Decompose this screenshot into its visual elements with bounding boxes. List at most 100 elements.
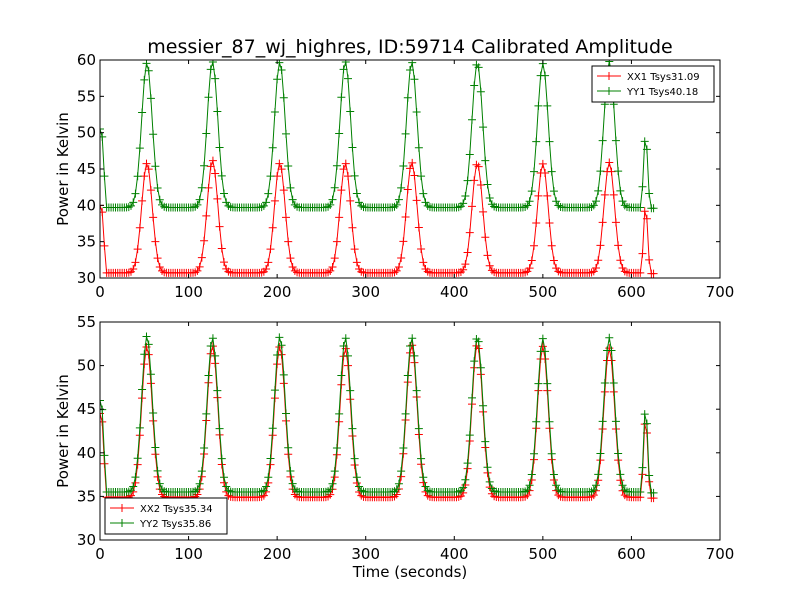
data-point [100,132,107,141]
data-point [129,482,138,491]
data-point [266,454,275,463]
data-point [337,93,346,102]
x-tick-label: 400 [440,545,469,563]
data-point [149,130,158,139]
data-point [474,162,483,171]
data-point [197,467,206,476]
data-point [149,409,158,418]
data-point [468,393,476,402]
data-point [394,195,403,204]
data-point [618,481,627,490]
data-point [649,269,658,278]
data-point [213,107,222,116]
y-tick-label: 55 [77,313,96,331]
y-tick-label: 45 [77,400,96,418]
plot-area-1 [100,332,658,503]
data-point [215,222,224,231]
data-point [399,237,408,246]
data-point [649,488,658,497]
data-point [468,202,476,211]
data-point [541,168,550,177]
y-tick-label: 30 [77,269,96,287]
data-point [284,443,293,452]
data-point [532,219,541,228]
data-point [401,409,410,418]
data-point [142,60,151,68]
data-point [547,449,556,458]
data-point [463,459,472,468]
data-point [605,333,614,342]
data-point [339,342,348,351]
legend-1: XX2 Tsys35.34 YY2 Tsys35.86 [104,497,228,535]
data-point [598,417,607,426]
data-point [330,254,339,263]
data-point [547,167,556,176]
data-point [330,467,339,476]
data-point [392,200,401,209]
x-tick-label: 100 [174,283,203,301]
data-point [638,249,647,258]
data-point [273,75,282,84]
data-point [330,183,339,192]
data-point [552,481,561,490]
data-point [155,479,164,488]
data-point [525,197,534,206]
data-point [525,264,534,273]
data-point [600,190,609,199]
data-point [270,196,279,205]
data-point [530,167,538,176]
data-point [138,196,147,205]
data-point [394,262,403,271]
data-point [414,424,423,433]
data-point [406,164,414,173]
data-point [282,129,290,138]
data-point [399,162,408,171]
y-tick-label: 40 [77,444,96,462]
data-point [217,171,226,180]
data-point [133,172,142,181]
data-point [100,396,104,405]
data-point [527,187,536,196]
data-point [326,485,335,494]
x-tick-label: 400 [440,283,469,301]
data-point [397,467,406,476]
data-point [594,470,603,479]
data-point [607,167,616,176]
data-point [481,156,490,165]
data-point [206,162,215,171]
y-tick-label: 35 [77,233,96,251]
data-point [264,258,273,267]
data-point [406,342,414,351]
data-point [545,137,554,146]
data-point [268,223,277,232]
data-point [288,479,297,488]
data-point [417,454,426,463]
data-point [204,93,213,102]
data-point [341,334,350,343]
data-point [155,195,164,204]
data-point [598,136,607,145]
data-point [401,212,410,221]
data-point [195,195,204,204]
data-point [399,443,408,452]
data-point [417,245,426,254]
data-point [611,218,620,227]
legend-label: YY2 Tsys35.86 [139,519,211,530]
data-point [614,449,623,458]
data-point [262,482,271,491]
data-point [193,266,202,275]
data-point [217,454,226,463]
data-point [277,165,286,174]
data-point [636,268,645,277]
data-point [346,107,355,116]
plot-area-0 [100,60,658,278]
y-tick-label: 55 [77,87,96,105]
data-point [100,451,109,460]
data-point [328,479,337,488]
data-point [153,254,162,263]
data-point [284,237,293,246]
data-point [206,342,215,351]
data-point [642,419,651,428]
data-point [200,443,209,452]
